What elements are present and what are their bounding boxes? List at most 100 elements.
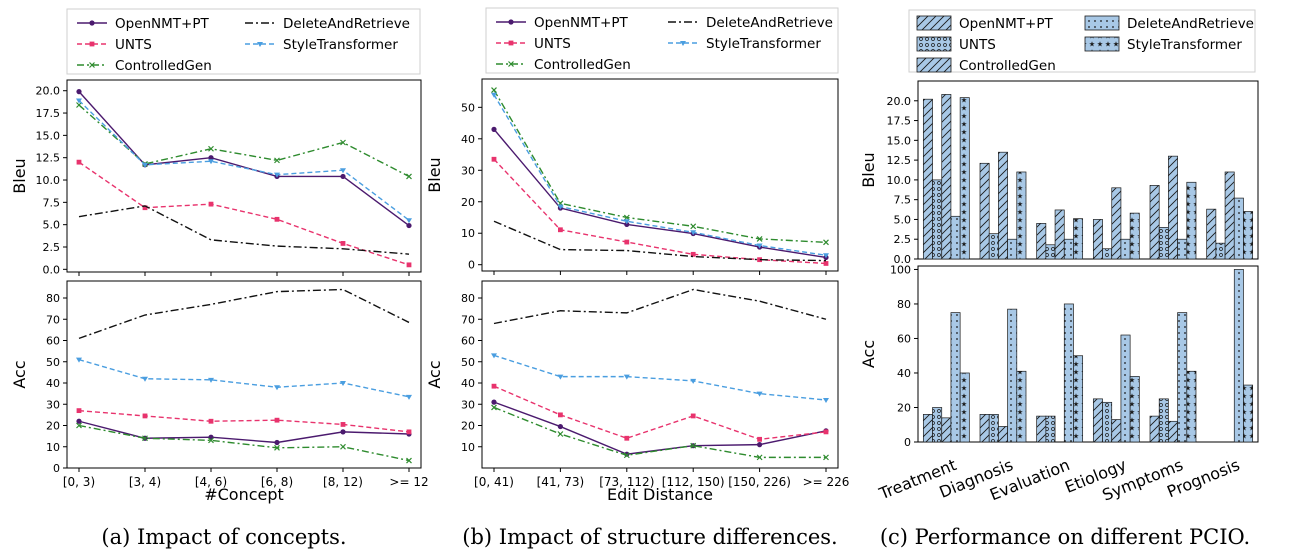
ytick-label-a-acc-7: 70 [46,313,60,326]
legend-b-marker-opennmt-pt [508,19,514,25]
point-b-acc-styletransformer-0 [491,353,497,359]
ytick-label-b-bleu-1: 10 [461,227,475,240]
point-a-bleu-styletransformer-5 [406,218,412,224]
ytick-label-b-bleu-5: 50 [461,101,475,114]
legend-c-swatch-deleteandretrieve [1084,15,1120,31]
legend-c-label-styletransformer: StyleTransformer [1127,37,1242,53]
axes-a-acc [66,280,422,469]
bar-c-bleu-prognosis-styletransformer [1243,211,1254,260]
bar-c-acc-treatment-deleteandretrieve [950,312,961,443]
point-a-acc-unts-0 [76,408,82,414]
ytick-label-c-acc-4: 80 [897,298,911,311]
ytick-label-a-bleu-3: 7.5 [43,196,61,209]
bar-c-acc-diagnosis-deleteandretrieve [1007,308,1018,443]
ylabel-c-acc: Acc [859,340,878,368]
point-b-acc-controlledgen-0 [491,404,497,411]
legend-c-swatch-unts [916,36,952,52]
point-b-acc-styletransformer-4 [756,391,763,397]
point-a-bleu-controlledgen-2 [208,145,214,152]
bar-c-acc-etiology-controlledgen [1111,419,1122,443]
point-a-acc-unts-2 [208,418,214,424]
point-b-bleu-styletransformer-4 [756,243,763,249]
point-a-bleu-unts-4 [340,241,346,246]
point-b-bleu-controlledgen-3 [690,223,697,230]
legend-b-marker-unts [508,40,514,46]
axes-a-bleu [66,79,422,273]
series-line-b-acc-styletransformer [493,354,827,401]
chart-b-impact-of-structure-differences: 0 10 20 30 40 50 Bleu 10 20 30 40 50 60 70 80 [0, 41) [4… [425,7,850,504]
bar-c-bleu-etiology-controlledgen [1111,187,1122,260]
bar-c-acc-diagnosis-opennmt-pt [979,414,990,443]
ytick-label-a-acc-4: 40 [46,377,60,390]
series-line-a-acc-styletransformer [78,358,410,398]
bar-c-bleu-diagnosis-controlledgen [998,151,1008,260]
ytick-label-a-bleu-1: 2.5 [43,241,61,254]
ytick-label-a-acc-1: 10 [46,441,60,454]
point-b-bleu-unts-0 [491,156,497,162]
bar-c-bleu-diagnosis-styletransformer [1016,171,1027,260]
point-a-bleu-unts-1 [142,205,148,211]
bar-c-acc-diagnosis-unts [988,414,999,443]
bar-c-bleu-prognosis-opennmt-pt [1206,208,1217,260]
point-b-acc-unts-2 [624,435,630,441]
point-a-acc-unts-3 [274,417,280,423]
legend-a-label-controlledgen: ControlledGen [115,58,212,74]
ytick-label-c-bleu-8: 20.0 [887,95,912,108]
bar-c-acc-etiology-styletransformer [1129,376,1140,443]
bar-c-bleu-etiology-deleteandretrieve [1120,238,1131,260]
point-b-acc-controlledgen-5 [823,454,829,461]
bar-c-acc-treatment-unts [932,407,943,443]
point-b-bleu-opennmt-pt-0 [491,126,497,132]
point-b-bleu-controlledgen-2 [623,214,630,221]
bar-c-bleu-symptoms-deleteandretrieve [1177,238,1188,260]
point-a-bleu-opennmt-pt-2 [208,155,214,161]
point-b-bleu-unts-2 [624,239,630,245]
bar-c-acc-symptoms-styletransformer [1186,370,1197,443]
bar-c-acc-prognosis-deleteandretrieve [1233,269,1244,443]
xtick-label-b-5: >= 226 [803,475,850,489]
legend-b-marker-styletransformer [680,41,686,46]
point-a-bleu-styletransformer-4 [340,168,346,174]
bar-c-acc-etiology-deleteandretrieve [1120,334,1131,443]
point-b-bleu-unts-5 [823,261,829,266]
legend-b-label-unts: UNTS [534,36,571,52]
point-b-bleu-styletransformer-3 [690,230,697,236]
bar-c-bleu-diagnosis-unts [988,233,999,260]
bar-c-acc-treatment-opennmt-pt [922,414,933,443]
bar-c-acc-treatment-controlledgen [941,417,952,443]
point-a-bleu-opennmt-pt-0 [76,89,82,95]
series-line-b-bleu-styletransformer [493,94,827,256]
point-b-acc-controlledgen-1 [557,431,564,437]
legend-b-label-deleteandretrieve: DeleteAndRetrieve [706,15,833,31]
ylabel-a-bleu: Bleu [10,158,29,193]
ytick-label-c-bleu-5: 12.5 [887,154,912,167]
bar-c-bleu-prognosis-deleteandretrieve [1233,197,1244,260]
point-a-acc-styletransformer-0 [76,357,82,363]
point-a-acc-controlledgen-5 [406,457,412,464]
bar-c-bleu-etiology-unts [1102,248,1113,260]
point-a-bleu-styletransformer-2 [208,159,214,165]
series-line-a-acc-controlledgen [78,424,410,462]
legend-a-label-opennmt-pt: OpenNMT+PT [115,16,210,32]
caption-c: (c) Performance on different PCIO. [880,525,1250,549]
point-b-acc-unts-3 [690,413,696,419]
series-line-b-bleu-opennmt-pt [493,128,827,259]
point-a-bleu-controlledgen-3 [274,157,280,164]
bar-c-acc-etiology-opennmt-pt [1092,398,1103,443]
point-a-acc-controlledgen-3 [274,444,280,451]
bar-c-bleu-treatment-deleteandretrieve [950,215,961,260]
series-line-a-acc-opennmt-pt [78,420,410,444]
point-b-acc-styletransformer-2 [623,374,630,380]
point-a-acc-controlledgen-0 [76,422,82,429]
bar-c-bleu-evaluation-styletransformer [1073,218,1084,260]
caption-b: (b) Impact of structure differences. [462,525,837,549]
point-a-acc-styletransformer-3 [274,385,280,391]
bar-c-bleu-evaluation-unts [1045,244,1056,260]
bar-c-bleu-diagnosis-deleteandretrieve [1007,238,1018,260]
legend-b-label-controlledgen: ControlledGen [534,57,631,73]
xtick-label-a-1: [3, 4) [129,475,161,489]
xtick-label-a-2: [4, 6) [195,475,227,489]
bar-c-acc-diagnosis-styletransformer [1016,370,1027,443]
series-line-a-bleu-opennmt-pt [78,91,410,227]
